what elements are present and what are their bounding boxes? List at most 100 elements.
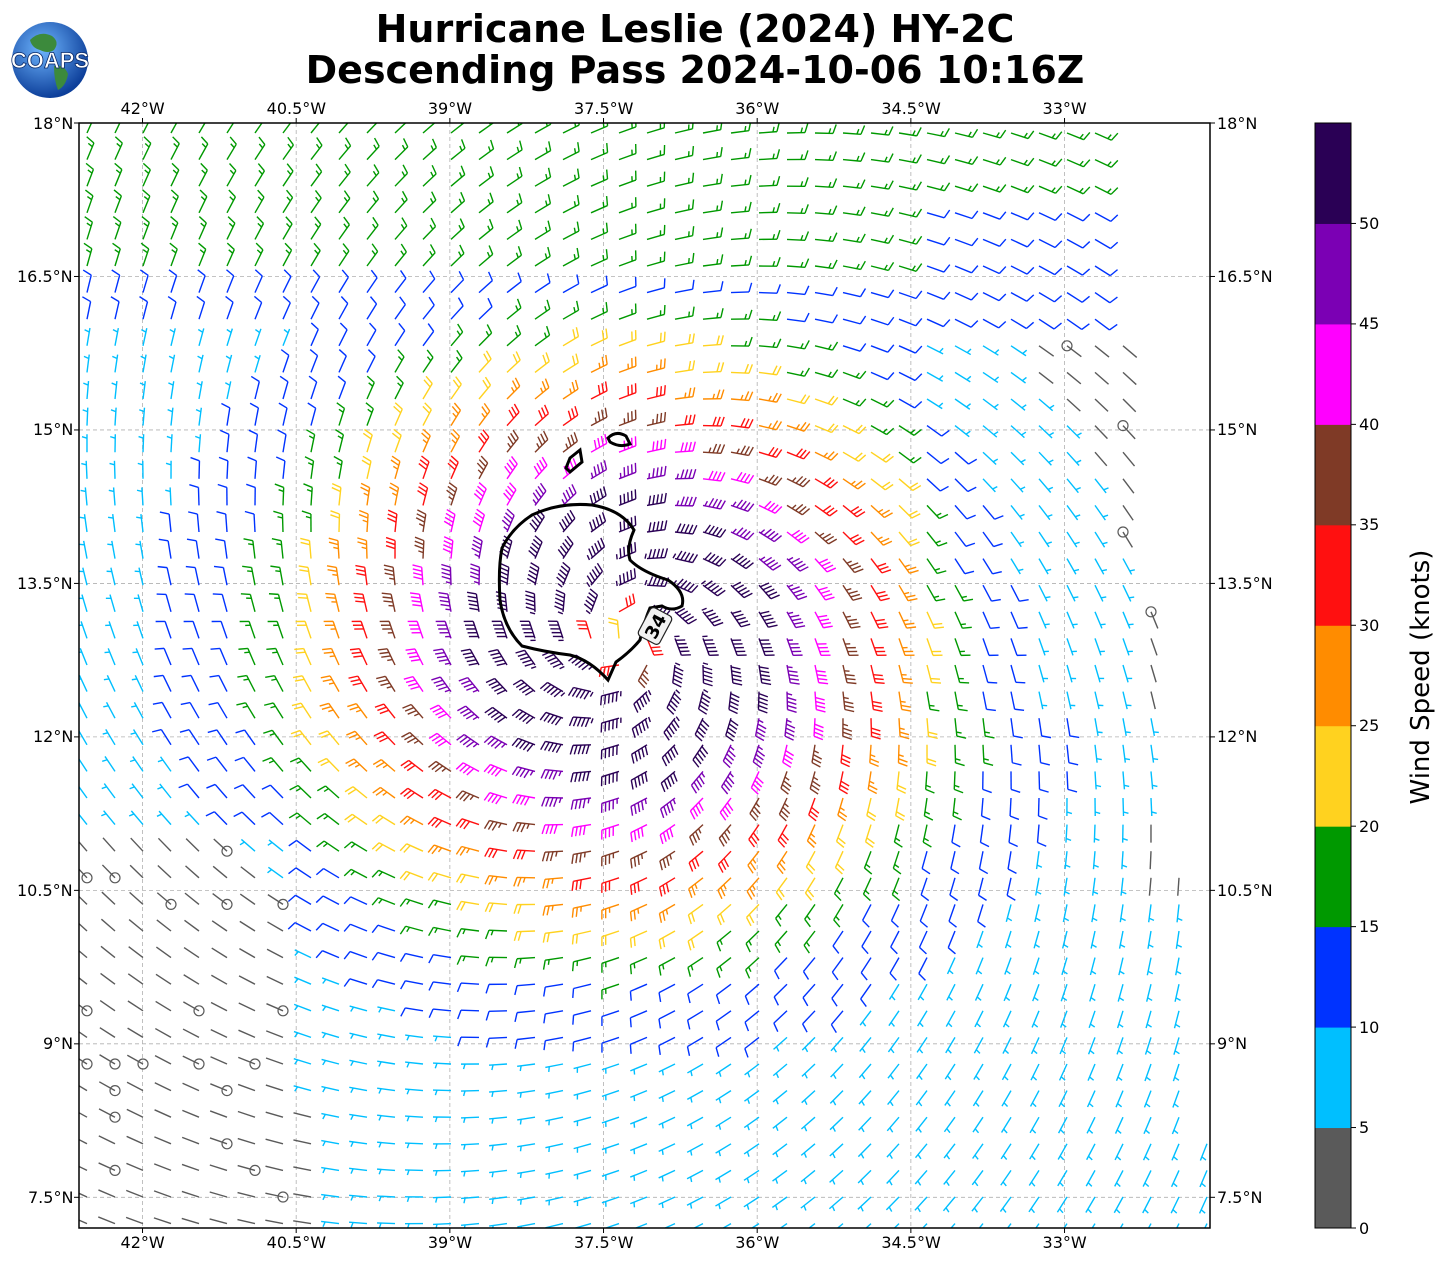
barb-half-feather xyxy=(132,652,137,653)
barb-feather xyxy=(607,196,608,205)
barb-half-feather xyxy=(104,679,109,680)
barb-staff xyxy=(983,745,984,763)
barb-feather xyxy=(607,223,608,232)
barb-staff xyxy=(1151,798,1152,816)
barb-feather xyxy=(158,567,167,568)
barb-feather xyxy=(693,173,694,182)
barb-half-feather xyxy=(1097,732,1102,733)
barb-half-feather xyxy=(685,393,686,398)
barb-half-feather xyxy=(272,652,277,653)
barb-staff xyxy=(366,541,367,559)
barb-staff xyxy=(1094,825,1095,843)
barb-staff xyxy=(283,487,284,505)
barb-feather xyxy=(657,387,658,396)
barb-half-feather xyxy=(846,616,851,617)
barb-half-feather xyxy=(745,126,746,131)
barb-staff xyxy=(143,434,144,452)
barb-feather xyxy=(652,651,661,652)
barb-half-feather xyxy=(689,312,690,317)
barb-half-feather xyxy=(108,517,113,518)
barb-feather xyxy=(634,937,635,946)
barb-feather xyxy=(155,648,164,649)
barb-half-feather xyxy=(374,118,377,123)
barb-half-feather xyxy=(136,517,141,518)
barb-feather xyxy=(693,199,694,208)
barb-half-feather xyxy=(243,679,248,680)
barb-feather xyxy=(269,594,278,595)
barb-half-feather xyxy=(603,308,604,313)
barb-half-feather xyxy=(961,624,966,625)
barb-half-feather xyxy=(745,180,746,185)
barb-feather xyxy=(631,544,632,553)
barb-feather xyxy=(601,696,602,705)
barb-half-feather xyxy=(80,517,85,518)
barb-half-feather xyxy=(599,363,600,368)
barb-feather xyxy=(873,675,882,676)
barb-staff xyxy=(1010,798,1011,816)
barb-feather xyxy=(847,683,856,684)
barb-staff xyxy=(731,292,749,293)
barb-staff xyxy=(731,372,749,373)
barb-feather xyxy=(183,648,192,649)
barb-feather xyxy=(845,675,854,676)
barb-feather xyxy=(664,385,665,394)
barb-feather xyxy=(661,359,662,368)
barb-feather xyxy=(211,648,220,649)
barb-staff xyxy=(871,718,872,736)
barb-feather xyxy=(624,547,625,556)
barb-staff xyxy=(227,461,228,479)
barb-half-feather xyxy=(958,705,963,706)
barb-feather xyxy=(605,695,606,704)
barb-feather xyxy=(624,520,625,529)
barb-half-feather xyxy=(1154,732,1159,733)
barb-feather xyxy=(231,110,237,117)
barb-feather xyxy=(612,693,613,702)
barb-half-feather xyxy=(642,854,643,859)
barb-feather xyxy=(173,110,179,117)
barb-feather xyxy=(1018,627,1027,628)
barb-half-feather xyxy=(1126,732,1131,733)
barb-feather xyxy=(266,648,275,649)
barb-feather xyxy=(932,682,941,683)
barb-half-feather xyxy=(1100,624,1105,625)
barb-half-feather xyxy=(603,229,604,234)
barb-half-feather xyxy=(717,179,718,184)
barb-feather xyxy=(620,522,621,531)
barb-staff xyxy=(198,487,199,505)
barb-half-feather xyxy=(575,148,576,153)
barb-half-feather xyxy=(1153,759,1158,760)
barb-half-feather xyxy=(787,667,792,668)
barb-half-feather xyxy=(387,660,392,661)
barb-staff xyxy=(1039,771,1040,789)
barb-half-feather xyxy=(574,201,575,206)
barb-feather xyxy=(664,332,665,341)
barb-half-feather xyxy=(1128,624,1133,625)
barb-feather xyxy=(875,683,884,684)
barb-staff xyxy=(759,212,777,213)
barb-half-feather xyxy=(247,571,252,572)
barb-feather xyxy=(573,935,574,944)
barb-feather xyxy=(241,594,250,595)
barb-half-feather xyxy=(1101,597,1106,598)
barb-half-feather xyxy=(552,905,553,910)
barb-feather xyxy=(322,649,331,650)
barb-feather xyxy=(296,652,305,653)
barb-feather xyxy=(607,170,608,179)
barb-feather xyxy=(260,111,266,119)
barb-half-feather xyxy=(956,732,961,733)
barb-half-feather xyxy=(445,663,450,664)
barb-feather xyxy=(607,117,608,126)
barb-half-feather xyxy=(332,575,337,576)
barb-half-feather xyxy=(929,705,934,706)
barb-half-feather xyxy=(260,117,263,121)
barb-half-feather xyxy=(203,117,207,121)
barb-feather xyxy=(631,938,632,947)
barb-feather xyxy=(325,594,334,595)
barb-half-feather xyxy=(645,799,646,804)
barb-feather xyxy=(616,692,617,701)
barb-feather xyxy=(988,682,997,683)
barb-staff xyxy=(759,293,777,294)
barb-staff xyxy=(1150,851,1151,869)
barb-half-feather xyxy=(603,202,604,207)
barb-staff xyxy=(955,745,956,763)
